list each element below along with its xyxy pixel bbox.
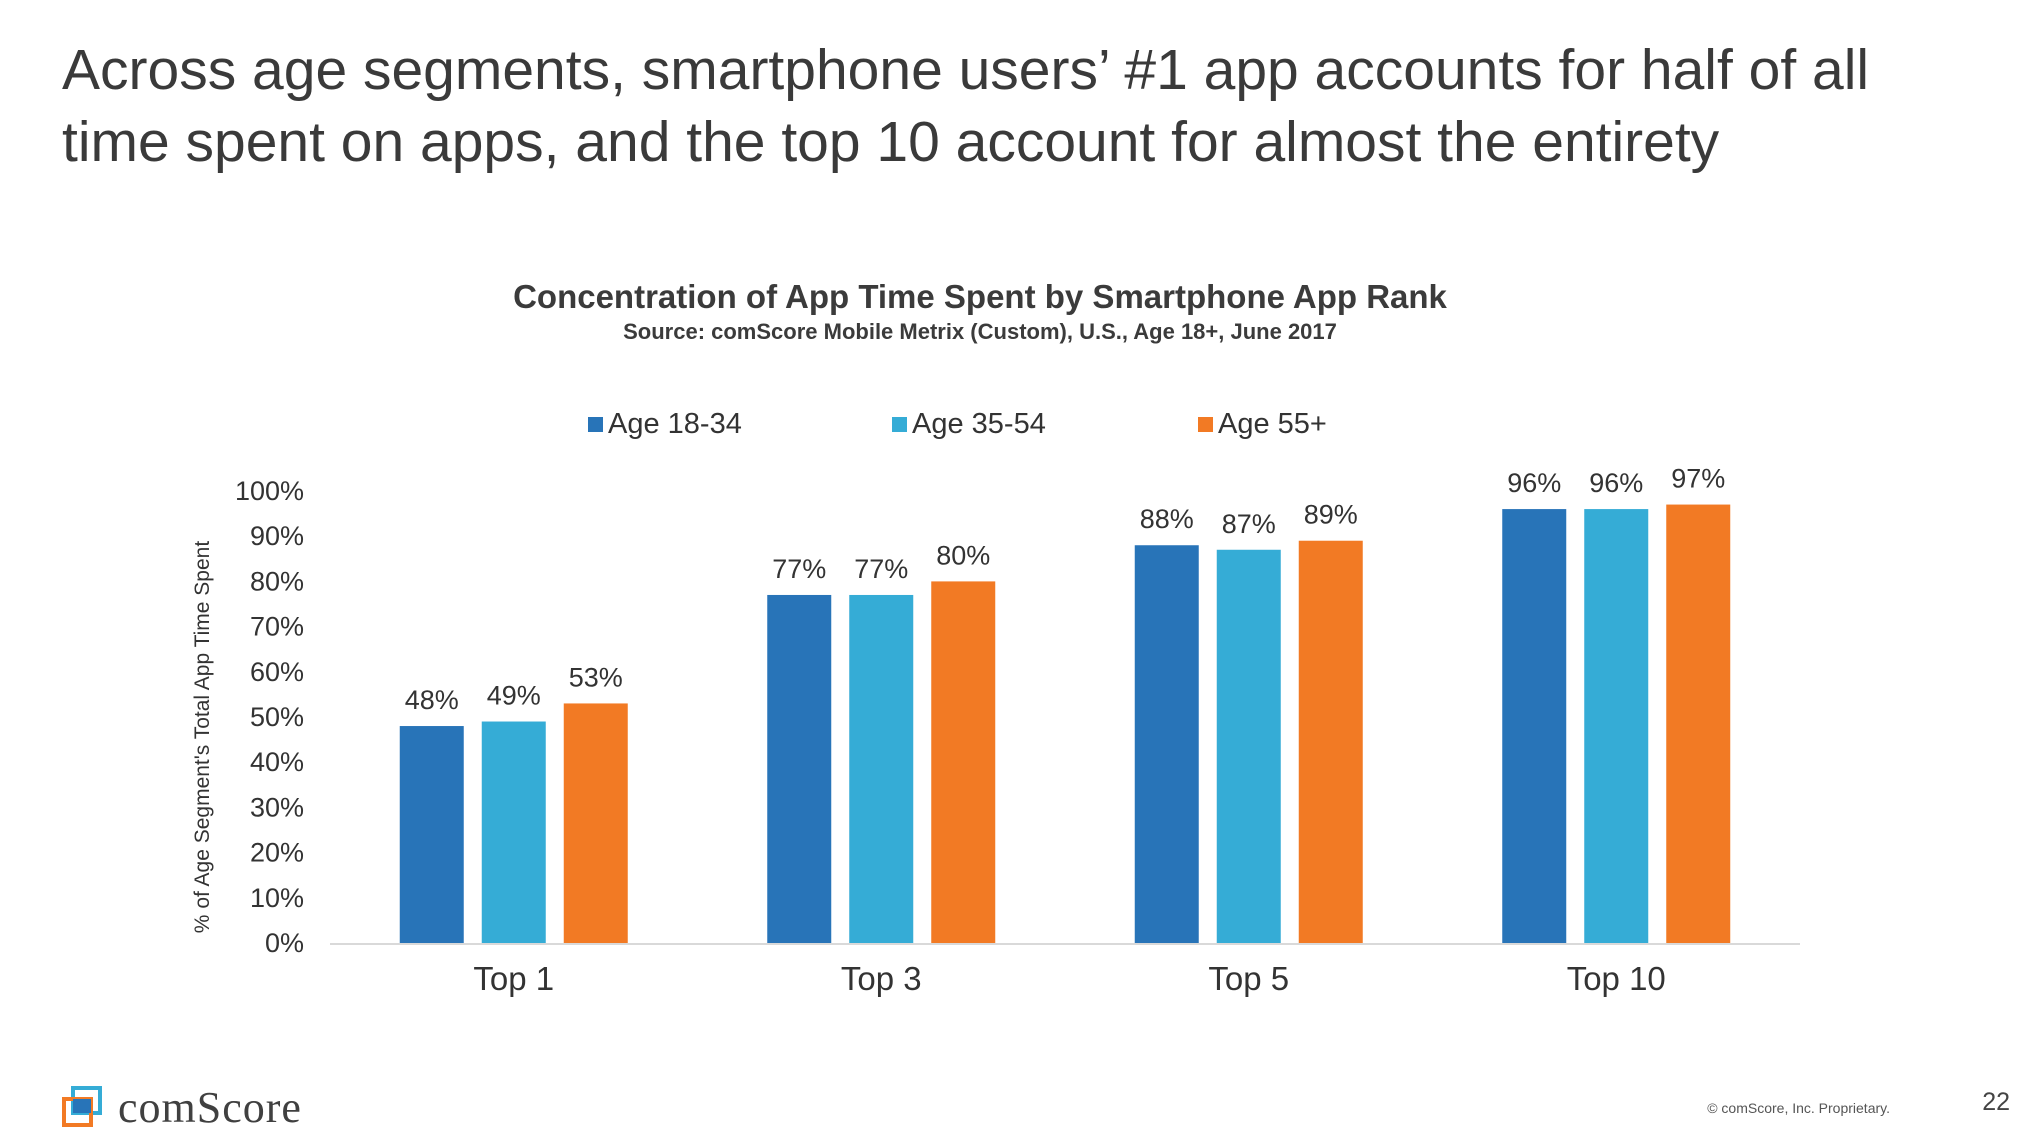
chart-title: Concentration of App Time Spent by Smart… [513, 278, 1447, 315]
data-label: 89% [1304, 500, 1358, 530]
legend-swatch [588, 416, 603, 432]
bar [1216, 549, 1281, 943]
legend-item-age-18-34: Age 18-34 [588, 406, 742, 442]
x-category-label: Top 10 [1567, 960, 1666, 997]
bar [563, 703, 628, 943]
bar [399, 726, 464, 943]
y-tick-label: 90% [250, 521, 304, 551]
y-tick-label: 40% [250, 747, 304, 777]
y-tick-label: 100% [235, 476, 304, 506]
bar [481, 721, 546, 943]
chart-subtitle: Source: comScore Mobile Metrix (Custom),… [623, 319, 1337, 344]
legend-label: Age 18-34 [608, 407, 742, 440]
logo-text: comScore [118, 1083, 302, 1132]
bar [1666, 504, 1731, 943]
bar [1134, 545, 1199, 943]
x-category-label: Top 3 [841, 960, 922, 997]
y-tick-label: 70% [250, 612, 304, 642]
bar [767, 594, 832, 943]
y-tick-label: 0% [265, 928, 304, 958]
page-number: 22 [1982, 1088, 2010, 1116]
y-tick-label: 20% [250, 838, 304, 868]
y-tick-label: 50% [250, 702, 304, 732]
data-label: 96% [1507, 468, 1561, 498]
bar [1298, 540, 1363, 943]
y-tick-label: 60% [250, 657, 304, 687]
legend-swatch [1198, 416, 1213, 432]
data-label: 96% [1589, 468, 1643, 498]
comscore-logo: comScore [60, 1082, 302, 1133]
x-category-label: Top 5 [1208, 960, 1289, 997]
bar [849, 594, 914, 943]
data-label: 53% [569, 662, 623, 692]
comscore-logo-icon [62, 1085, 102, 1127]
data-label: 49% [487, 681, 541, 711]
data-label: 97% [1671, 464, 1725, 494]
data-label: 88% [1140, 504, 1194, 534]
y-tick-label: 80% [250, 566, 304, 596]
copyright-notice: © comScore, Inc. Proprietary. [1707, 1100, 1890, 1116]
x-category-label: Top 1 [473, 960, 554, 997]
bar [1584, 509, 1649, 943]
legend-swatch [892, 416, 907, 432]
data-label: 77% [772, 554, 826, 584]
legend-item-age-35-54: Age 35-54 [892, 406, 1046, 442]
bar [1502, 509, 1567, 943]
legend-label: Age 35-54 [912, 407, 1046, 440]
y-axis-title: % of Age Segment's Total App Time Spent [191, 541, 214, 934]
data-label: 87% [1222, 509, 1276, 539]
data-label: 48% [405, 685, 459, 715]
legend-item-age-55-plus: Age 55+ [1198, 406, 1327, 442]
slide-headline: Across age segments, smartphone users’ #… [62, 38, 1870, 174]
bar [931, 581, 996, 943]
data-label: 77% [854, 554, 908, 584]
y-tick-label: 30% [250, 792, 304, 822]
data-label: 80% [936, 540, 990, 570]
legend-label: Age 55+ [1218, 407, 1327, 440]
y-tick-label: 10% [250, 883, 304, 913]
